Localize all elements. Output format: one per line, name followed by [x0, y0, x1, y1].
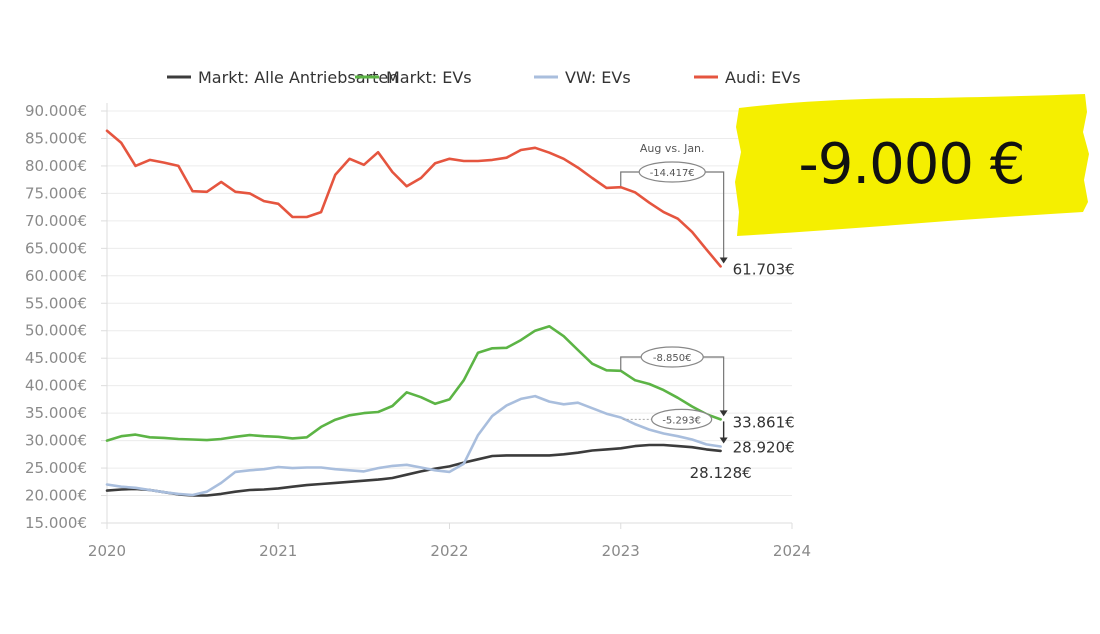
- y-tick-label: 60.000€: [25, 267, 87, 285]
- x-tick-label: 2022: [430, 542, 468, 560]
- y-tick-label: 20.000€: [25, 487, 87, 505]
- x-tick-label: 2021: [259, 542, 297, 560]
- callout-title: Aug vs. Jan.: [640, 142, 705, 155]
- y-tick-label: 55.000€: [25, 294, 87, 312]
- axes: 15.000€ 20.000€ 25.000€ 30.000€ 35.000€ 40.00…: [25, 102, 811, 560]
- vw-end-label: 28.920€: [733, 439, 795, 457]
- audi-callout-bubble: [638, 161, 706, 183]
- y-tick-label: 70.000€: [25, 212, 87, 230]
- legend-item: Markt: EVs: [355, 68, 472, 87]
- arrow-down-icon: [719, 410, 728, 417]
- y-tick-label: 85.000€: [25, 129, 87, 147]
- callouts: -14.417€ Aug vs. Jan. 61.703€ -8.850€ 33.861…: [620, 142, 795, 482]
- market-all-end-label: 28.128€: [690, 464, 752, 482]
- y-tick-label: 90.000€: [25, 102, 87, 120]
- legend-label: Markt: Alle Antriebsarten: [198, 68, 398, 87]
- audi-end-label: 61.703€: [733, 260, 795, 278]
- series-line-markt-evs: [105, 324, 722, 442]
- y-tick-label: 50.000€: [25, 322, 87, 340]
- legend-item: VW: EVs: [534, 68, 631, 87]
- arrow-down-icon: [719, 257, 728, 264]
- y-tick-label: 75.000€: [25, 184, 87, 202]
- y-tick-label: 15.000€: [25, 514, 87, 532]
- market-ev-callout-value: -8.850€: [653, 353, 692, 364]
- arrow-down-icon: [719, 437, 728, 444]
- y-tick-label: 80.000€: [25, 157, 87, 175]
- legend-item: Audi: EVs: [694, 68, 801, 87]
- market-ev-callout-bubble: [640, 346, 704, 368]
- audi-callout-value: -14.417€: [650, 168, 695, 179]
- legend-item: Markt: Alle Antriebsarten: [167, 68, 398, 87]
- market-ev-end-label: 33.861€: [733, 413, 795, 431]
- x-tick-label: 2020: [88, 542, 126, 560]
- legend-label: Audi: EVs: [725, 68, 801, 87]
- series-line-audi-evs: [105, 129, 722, 268]
- highlight-brush-stroke: [735, 94, 1089, 236]
- y-tick-label: 45.000€: [25, 349, 87, 367]
- vw-callout-value: -5.293€: [662, 415, 701, 426]
- y-tick-label: 65.000€: [25, 239, 87, 257]
- x-tick-label: 2024: [773, 542, 811, 560]
- y-tick-label: 25.000€: [25, 459, 87, 477]
- y-tick-label: 40.000€: [25, 377, 87, 395]
- y-tick-label: 30.000€: [25, 432, 87, 450]
- x-tick-label: 2023: [602, 542, 640, 560]
- legend-label: VW: EVs: [565, 68, 631, 87]
- legend-label: Markt: EVs: [386, 68, 472, 87]
- highlight-value: -9.000 €: [798, 131, 1026, 197]
- vw-callout-bubble: [651, 408, 713, 430]
- series-line-vw-evs: [105, 394, 722, 497]
- series-lines: [105, 129, 722, 497]
- y-tick-label: 35.000€: [25, 404, 87, 422]
- series-line-markt-alle-antriebsarten: [105, 443, 722, 497]
